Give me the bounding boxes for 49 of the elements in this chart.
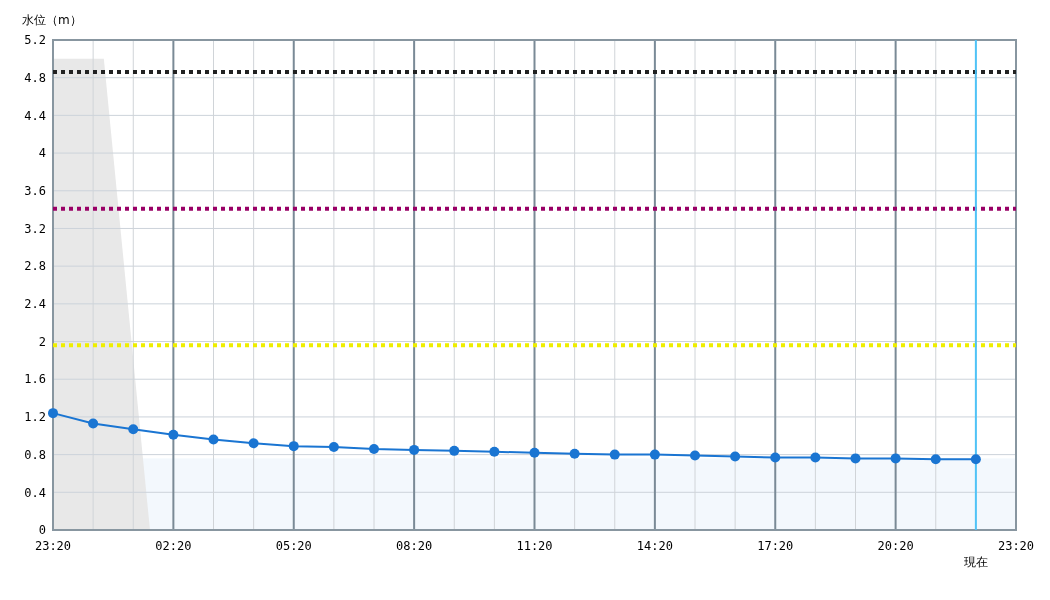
- y-axis-title: 水位（m）: [22, 13, 82, 27]
- y-tick-label: 0.4: [24, 485, 46, 500]
- point: [288, 441, 299, 452]
- point: [649, 449, 660, 460]
- ref-line-label: 現在: [963, 555, 988, 569]
- point: [328, 442, 339, 453]
- x-tick-label: 11:20: [516, 539, 553, 553]
- point: [890, 453, 901, 464]
- point: [529, 447, 540, 458]
- x-tick-label: 23:20: [34, 539, 72, 553]
- x-tick-label: 20:20: [877, 539, 914, 553]
- point: [369, 443, 379, 454]
- y-tick-label: 2.8: [24, 259, 46, 274]
- point: [690, 450, 700, 461]
- point: [489, 446, 500, 457]
- point: [770, 452, 781, 463]
- point: [850, 453, 861, 464]
- y-tick-label: 0.8: [24, 447, 46, 462]
- y-tick-label: 4.8: [24, 70, 46, 85]
- point: [248, 438, 259, 449]
- point: [128, 424, 139, 435]
- y-tick-label: 3.6: [24, 183, 46, 198]
- x-tick-label: 05:20: [275, 539, 312, 553]
- point: [449, 445, 460, 456]
- point: [970, 454, 981, 465]
- y-tick-label: 2.4: [24, 297, 46, 312]
- point: [48, 408, 58, 419]
- point: [168, 429, 179, 440]
- y-tick-label: 1.2: [24, 410, 46, 425]
- y-tick-label: 1.6: [24, 372, 46, 387]
- point: [208, 434, 219, 445]
- point: [810, 452, 821, 463]
- y-tick-label: 4.4: [24, 108, 46, 123]
- y-tick-label: 2: [38, 334, 46, 349]
- point: [409, 444, 420, 455]
- x-tick-label: 14:20: [636, 539, 673, 553]
- y-tick-label: 4: [38, 146, 46, 161]
- point: [88, 418, 99, 429]
- y-tick-label: 0: [38, 523, 46, 538]
- x-tick-label: 17:20: [757, 539, 794, 553]
- y-tick-label: 3.2: [24, 221, 46, 236]
- x-tick-label: 08:20: [396, 539, 433, 553]
- point: [730, 451, 741, 462]
- point: [930, 454, 941, 465]
- x-tick-label: 23:20: [997, 539, 1035, 553]
- x-tick-label: 02:20: [155, 539, 192, 553]
- point: [569, 448, 580, 459]
- y-tick-label: 5.2: [24, 33, 46, 48]
- point: [609, 449, 620, 460]
